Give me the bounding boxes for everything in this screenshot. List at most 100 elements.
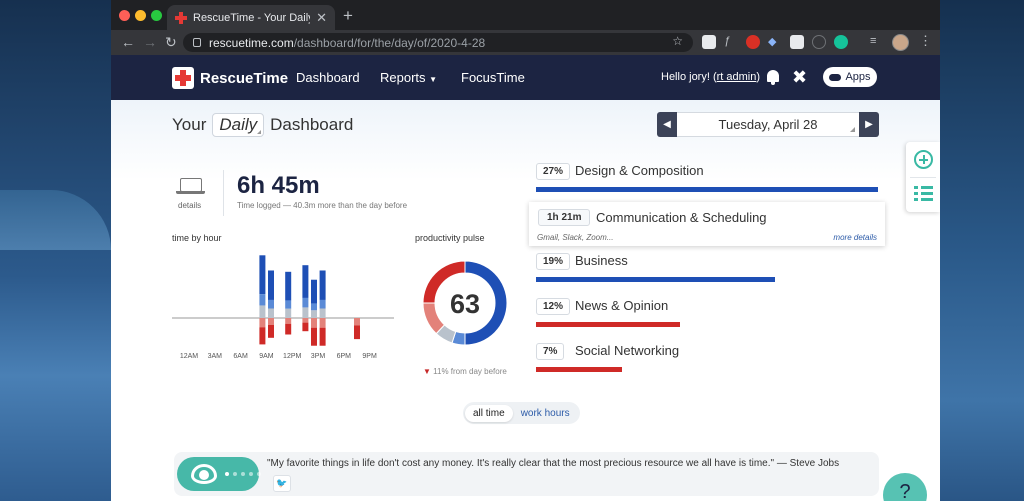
all-time-option[interactable]: all time [465,404,513,422]
desktop-background-right [940,0,1024,501]
profile-avatar[interactable] [892,34,909,51]
bar-productive[interactable] [259,294,266,306]
extension-icon-rescuetime[interactable] [790,35,804,49]
bar-distracting[interactable] [268,318,274,325]
maximize-window-button[interactable] [151,10,162,21]
browser-tab[interactable]: RescueTime - Your Daily dashb ✕ [167,5,335,30]
pulse-change-text: 11% from day before [433,367,507,376]
date-select[interactable]: Tuesday, April 28 [677,112,859,137]
close-window-button[interactable] [119,10,130,21]
bookmark-star-icon[interactable]: ☆ [672,34,683,48]
extension-icon-1[interactable] [702,35,716,49]
extension-icon-info[interactable] [812,35,826,49]
bar-productive[interactable] [319,299,326,309]
title-prefix: Your [172,115,207,134]
bar-distracting[interactable] [268,324,274,338]
bar-productive[interactable] [268,270,274,300]
pulse-segment[interactable] [422,302,446,335]
category-bar [536,367,622,372]
hour-tick-label: 3PM [311,353,326,360]
apps-button[interactable]: Apps [823,67,877,87]
address-bar[interactable]: rescuetime.com/dashboard/for/the/day/of/… [183,33,693,52]
hours-toggle: all time work hours [463,402,580,424]
twitter-share-button[interactable]: 🐦 [273,475,291,492]
category-hover-card[interactable]: 1h 21m Communication & Scheduling Gmail,… [529,202,885,246]
minimize-window-button[interactable] [135,10,146,21]
category-badge: 1h 21m [538,209,591,226]
add-circle-icon[interactable] [914,150,933,169]
bar-productive[interactable] [285,300,292,309]
rescuetime-logo[interactable]: RescueTime [172,67,288,89]
bar-distracting[interactable] [302,318,309,323]
bar-productive[interactable] [285,271,292,301]
bar-productive[interactable] [319,270,326,300]
time-logged-subtitle: Time logged — 40.3m more than the day be… [237,201,408,210]
grammarly-icon[interactable] [834,35,848,49]
bar-productive[interactable] [311,303,317,311]
details-link[interactable]: details [178,201,202,210]
forward-arrow-icon[interactable]: → [143,34,157,50]
bar-distracting[interactable] [311,318,317,328]
bar-productive[interactable] [311,279,317,304]
more-details-link[interactable]: more details [833,233,877,242]
bar-productive[interactable] [302,307,309,318]
bar-productive[interactable] [311,310,317,318]
bar-distracting[interactable] [319,318,326,328]
pulse-segment[interactable] [422,260,466,304]
extension-icon-red[interactable] [746,35,760,49]
category-name: News & Opinion [575,298,669,313]
bar-distracting[interactable] [354,318,360,326]
tab-close-icon[interactable]: ✕ [316,9,327,25]
new-tab-button[interactable]: + [343,6,353,25]
period-select[interactable]: Daily [212,113,265,137]
tools-icon[interactable]: ✖ [792,67,808,87]
productivity-pulse-donut[interactable]: 63 [416,254,514,352]
bar-distracting[interactable] [302,322,309,332]
nav-focustime[interactable]: FocusTime [461,70,525,85]
nav-reports-label: Reports [380,70,426,85]
bar-distracting[interactable] [259,318,266,328]
reload-icon[interactable]: ↻ [165,34,177,50]
bar-distracting[interactable] [285,318,292,324]
bar-distracting[interactable] [311,327,317,346]
category-name: Design & Composition [575,163,704,178]
back-arrow-icon[interactable]: ← [121,34,135,50]
bar-distracting[interactable] [354,325,360,340]
extension-icon-diamond[interactable]: ◆ [768,36,777,48]
reading-list-icon[interactable]: ≡ [870,35,877,47]
bar-productive[interactable] [302,297,309,308]
url-path: /dashboard/for/the/day/of/2020-4-28 [293,35,486,50]
previous-day-button[interactable]: ◀ [657,112,677,137]
time-by-hour-chart[interactable]: 12AM 3AM 6AM 9AM 12PM 3PM 6PM 9PM [172,250,394,360]
hour-tick-label: 6AM [233,353,248,360]
next-day-button[interactable]: ▶ [859,112,879,137]
laptop-icon[interactable] [176,178,205,194]
notifications-bell-icon[interactable] [766,69,780,85]
help-button[interactable]: ? [883,473,927,501]
focus-pill[interactable] [177,457,261,491]
user-link[interactable]: rt admin [716,71,757,83]
bar-productive[interactable] [259,305,266,318]
bar-productive[interactable] [268,308,274,318]
browser-menu-icon[interactable]: ⋮ [919,33,932,48]
bar-distracting[interactable] [285,323,292,335]
list-icon[interactable] [914,186,933,202]
bar-productive[interactable] [302,265,309,298]
category-badge: 27% [536,163,571,180]
bar-productive[interactable] [259,255,266,295]
bar-productive[interactable] [285,308,292,318]
work-hours-option[interactable]: work hours [520,407,570,419]
category-badge: 19% [536,253,571,270]
bar-distracting[interactable] [259,327,266,345]
extension-icon-fx[interactable]: ƒ [724,35,731,47]
time-by-hour-label: time by hour [172,233,222,243]
category-name: Business [575,253,628,268]
bar-productive[interactable] [268,299,274,309]
category-name: Social Networking [575,343,680,358]
bar-distracting[interactable] [319,327,326,346]
nav-reports[interactable]: Reports ▼ [380,70,437,85]
category-badge: 12% [536,298,571,315]
bar-productive[interactable] [319,308,326,318]
nav-dashboard[interactable]: Dashboard [296,70,360,85]
side-toolbar [906,142,940,212]
